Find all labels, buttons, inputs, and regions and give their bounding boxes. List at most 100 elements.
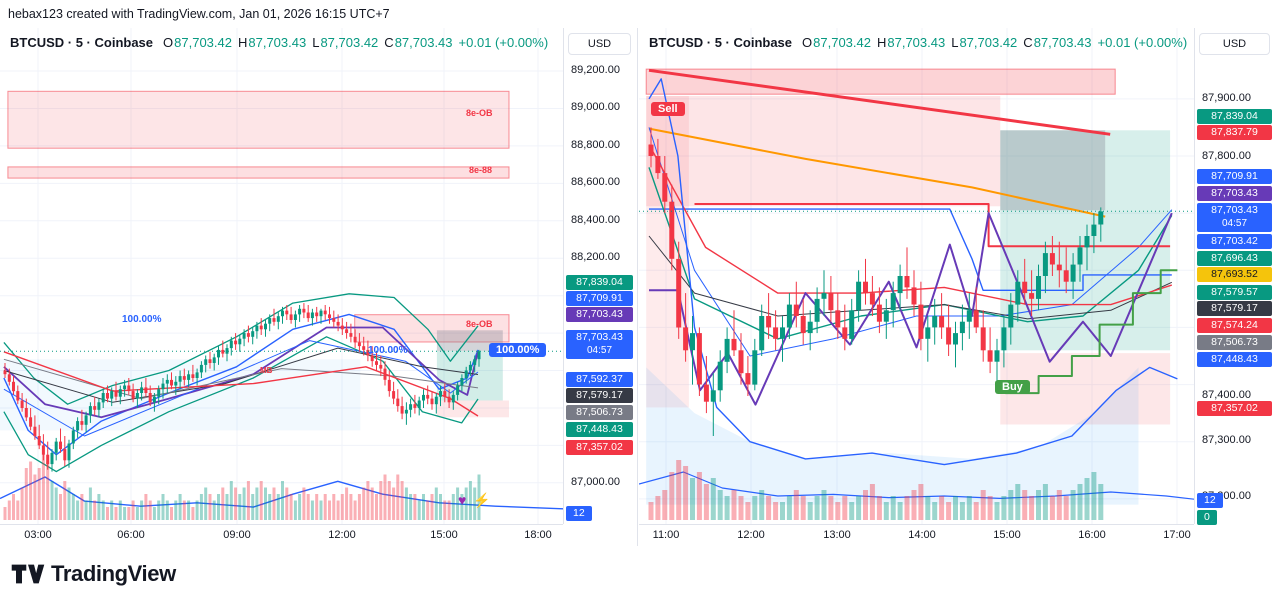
charts-row: BTCUSD · 5 · Coinbase O87,703.42 H87,703.4… <box>0 28 1276 546</box>
footer: TradingView <box>0 546 1276 608</box>
tradingview-mark-icon <box>11 564 45 584</box>
volume-scale-badge: 12 <box>1197 493 1223 508</box>
tradingview-logo[interactable]: TradingView <box>10 559 176 589</box>
price-label: 87,506.73 <box>1197 335 1272 350</box>
orderblock-label: 8e-OB <box>466 108 493 118</box>
price-label: 87,357.02 <box>566 440 633 455</box>
time-label: 15:00 <box>993 529 1021 541</box>
sell-marker: Sell <box>651 102 685 116</box>
orderblock-label: 8e-88 <box>469 165 493 175</box>
price-tick: 88,800.00 <box>571 139 620 151</box>
price-label: 87,579.57 <box>1197 285 1272 300</box>
chart-legend-right: BTCUSD · 5 · Coinbase O87,703.42 H87,703.4… <box>649 35 1187 50</box>
chart-canvas-right[interactable]: BTCUSD · 5 · Coinbase O87,703.42 H87,703.4… <box>639 28 1194 524</box>
ohlc-value: 87,703.43 <box>887 35 946 50</box>
ohlc-value: 87,703.42 <box>320 35 379 50</box>
symbol-name[interactable]: BTCUSD · 5 · Coinbase <box>10 35 154 50</box>
current-price-label: 87,703.43 04:57 <box>1197 203 1272 232</box>
candles-svg-left <box>0 28 563 524</box>
price-tick: 87,000.00 <box>571 476 620 488</box>
change-label: +0.01 (+0.00%) <box>1097 35 1188 50</box>
time-label: 03:00 <box>24 529 52 541</box>
symbol-name[interactable]: BTCUSD · 5 · Coinbase <box>649 35 793 50</box>
price-label: 87,579.17 <box>566 388 633 403</box>
price-tick: 88,600.00 <box>571 176 620 188</box>
ohlc-value: 87,703.42 <box>174 35 232 50</box>
time-label: 15:00 <box>430 529 458 541</box>
volume-scale-badge: 12 <box>566 506 592 521</box>
price-tick: 87,400.00 <box>1202 389 1251 401</box>
fib-badge: 100.00% <box>489 343 547 357</box>
time-label: 14:00 <box>908 529 936 541</box>
ohlc-value: 87,703.43 <box>394 35 453 50</box>
ohlc-letter: L <box>312 35 320 50</box>
price-label: 87,448.43 <box>566 422 633 437</box>
currency-toggle-button[interactable]: USD <box>1199 33 1270 55</box>
ohlc-letter: H <box>876 35 887 50</box>
price-label: 87,837.79 <box>1197 125 1272 140</box>
orderblock-label: 8e-OB <box>466 319 493 329</box>
price-label: 87,703.43 <box>566 307 633 322</box>
ohlc-letter: O <box>802 35 813 50</box>
price-label: 87,579.17 <box>1197 301 1272 316</box>
time-axis-right[interactable]: 11:00 12:00 13:00 14:00 15:00 16:00 17:00 <box>639 524 1194 546</box>
heart-emoji: ♥ <box>458 492 467 508</box>
price-tick: 87,900.00 <box>1202 92 1251 104</box>
price-label: 87,839.04 <box>1197 109 1272 124</box>
chart-canvas-left[interactable]: BTCUSD · 5 · Coinbase O87,703.42 H87,703.4… <box>0 28 563 524</box>
price-label: 87,448.43 <box>1197 352 1272 367</box>
price-tick: 89,200.00 <box>571 64 620 76</box>
price-tick: 87,300.00 <box>1202 434 1251 446</box>
candles-svg-right <box>639 28 1194 524</box>
currency-toggle-button[interactable]: USD <box>568 33 631 55</box>
panel-divider <box>637 28 639 546</box>
ohlc-letter: H <box>237 35 248 50</box>
buy-marker: Buy <box>995 380 1030 394</box>
time-label: 12:00 <box>737 529 765 541</box>
fib-level-label: 100.00% <box>122 314 162 325</box>
ohlc-value: 87,703.43 <box>248 35 307 50</box>
price-label: 87,839.04 <box>566 275 633 290</box>
ohlc-letter: C <box>384 35 394 50</box>
price-label: 87,703.42 <box>1197 234 1272 249</box>
time-label: 18:00 <box>524 529 552 541</box>
price-label: 87,703.43 <box>1197 186 1272 201</box>
price-label: 87,574.24 <box>1197 318 1272 333</box>
time-label: 12:00 <box>328 529 356 541</box>
price-tick: 89,000.00 <box>571 101 620 113</box>
time-label: 09:00 <box>223 529 251 541</box>
price-label: 87,709.91 <box>566 291 633 306</box>
current-price-label: 87,703.43 04:57 <box>566 330 633 359</box>
price-tick: 87,800.00 <box>1202 150 1251 162</box>
time-label: 11:00 <box>652 529 680 541</box>
ohlc-letter: L <box>951 35 959 50</box>
ohlc-value: 87,703.43 <box>1033 35 1092 50</box>
structure-label: MB <box>260 366 273 375</box>
countdown-label: 04:57 <box>586 345 613 356</box>
time-label: 06:00 <box>117 529 145 541</box>
ohlc-letter: C <box>1023 35 1033 50</box>
price-label: 87,592.37 <box>566 372 633 387</box>
volume-scale-badge: 0 <box>1197 510 1217 525</box>
fib-level-label: 100.00% <box>368 345 408 356</box>
price-label: 87,357.02 <box>1197 401 1272 416</box>
price-scale-right[interactable]: USD 87,900.00 87,800.00 87,400.00 87,300.00… <box>1194 28 1276 525</box>
price-label: 87,696.43 <box>1197 251 1272 266</box>
price-tick: 88,400.00 <box>571 214 620 226</box>
price-label: 87,506.73 <box>566 405 633 420</box>
countdown-label: 04:57 <box>1221 218 1248 229</box>
chart-panel-right: BTCUSD · 5 · Coinbase O87,703.42 H87,703.4… <box>639 28 1276 546</box>
ohlc-letter: O <box>163 35 174 50</box>
price-tick: 88,200.00 <box>571 251 620 263</box>
creator-watermark: hebax123 created with TradingView.com, J… <box>0 0 1276 28</box>
ohlc-value: 87,703.42 <box>813 35 871 50</box>
chart-panel-left: BTCUSD · 5 · Coinbase O87,703.42 H87,703.4… <box>0 28 637 546</box>
price-scale-left[interactable]: USD 89,200.00 89,000.00 88,800.00 88,600.00… <box>563 28 637 524</box>
time-label: 17:00 <box>1163 529 1191 541</box>
change-label: +0.01 (+0.00%) <box>458 35 549 50</box>
price-label: 87,693.52 <box>1197 267 1272 282</box>
price-label: 87,709.91 <box>1197 169 1272 184</box>
ohlc-value: 87,703.42 <box>959 35 1018 50</box>
time-axis-left[interactable]: 03:00 06:00 09:00 12:00 15:00 18:00 <box>0 524 563 546</box>
